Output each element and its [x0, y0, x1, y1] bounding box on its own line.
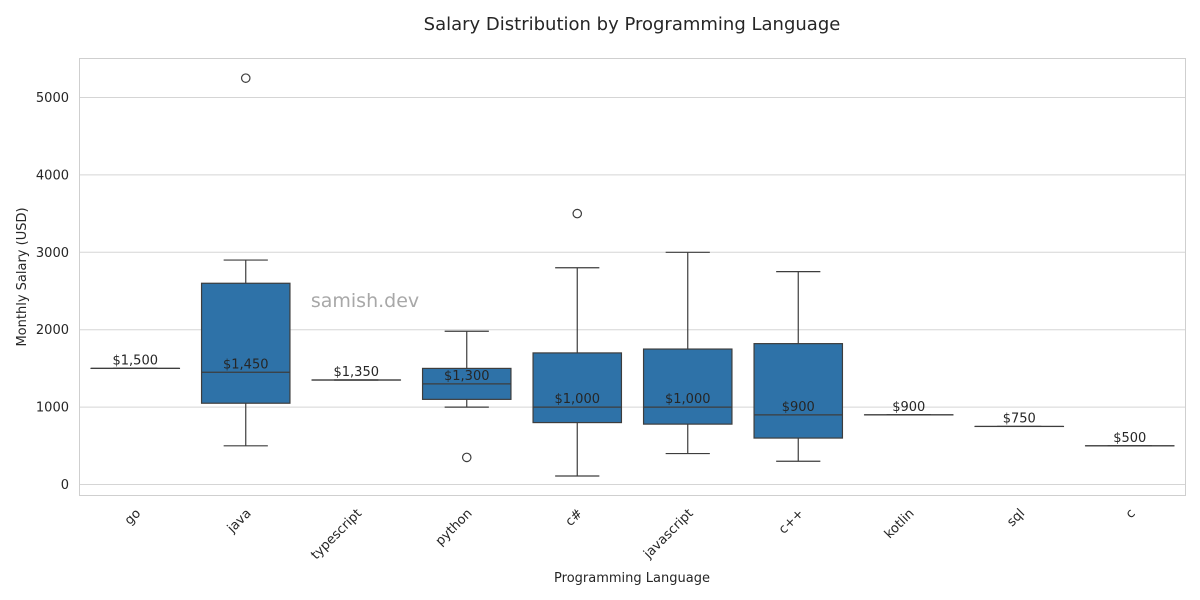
box-plots [90, 73, 1175, 477]
x-tick-label: c# [563, 506, 586, 529]
outlier-point [572, 208, 583, 219]
chart-title: Salary Distribution by Programming Langu… [424, 14, 841, 35]
y-tick-label: 5000 [36, 91, 69, 106]
median-label: $1,450 [223, 357, 269, 372]
box-c++ [753, 271, 844, 462]
iqr-box [200, 282, 291, 404]
median-label: $1,300 [444, 369, 490, 384]
box-python [421, 330, 512, 463]
x-tick-label: python [433, 506, 476, 549]
y-tick-label: 3000 [36, 246, 69, 261]
median-label: $1,500 [113, 353, 159, 368]
y-axis-ticks: 0 1000 2000 3000 4000 5000 [36, 91, 69, 493]
median-label: $900 [782, 400, 815, 415]
y-tick-label: 2000 [36, 323, 69, 338]
x-tick-label: go [122, 506, 144, 528]
median-label: $1,350 [334, 365, 380, 380]
y-axis-label: Monthly Salary (USD) [15, 207, 30, 346]
iqr-box [642, 348, 733, 425]
y-tick-label: 4000 [36, 168, 69, 183]
box-javascript [642, 251, 733, 455]
plot-frame [79, 58, 1186, 496]
x-tick-label: c [1123, 506, 1139, 522]
median-label: $1,000 [665, 392, 711, 407]
watermark: samish.dev [311, 290, 419, 312]
median-label: $900 [892, 400, 925, 415]
box-c# [532, 208, 623, 477]
iqr-box [532, 352, 623, 424]
x-tick-label: javascript [640, 506, 696, 562]
x-tick-label: sql [1004, 506, 1028, 530]
median-label: $1,000 [555, 392, 601, 407]
x-tick-label: java [224, 506, 255, 537]
y-tick-label: 0 [61, 478, 69, 493]
y-tick-label: 1000 [36, 401, 69, 416]
x-axis-label: Programming Language [554, 571, 710, 586]
x-axis-ticks: go java typescript python c# javascript c++ kot… [122, 506, 1139, 563]
outlier-point [240, 73, 251, 83]
x-tick-label: c++ [776, 506, 807, 537]
median-labels: $1,500 $1,450 $1,350 $1,300 $1,000 $1,000 $900… [113, 353, 1147, 445]
box-java [200, 73, 291, 447]
median-label: $750 [1003, 411, 1036, 426]
median-label: $500 [1113, 431, 1146, 446]
x-tick-label: kotlin [882, 506, 918, 542]
x-tick-label: typescript [308, 506, 365, 563]
outlier-point [461, 452, 472, 463]
iqr-box [753, 343, 844, 439]
